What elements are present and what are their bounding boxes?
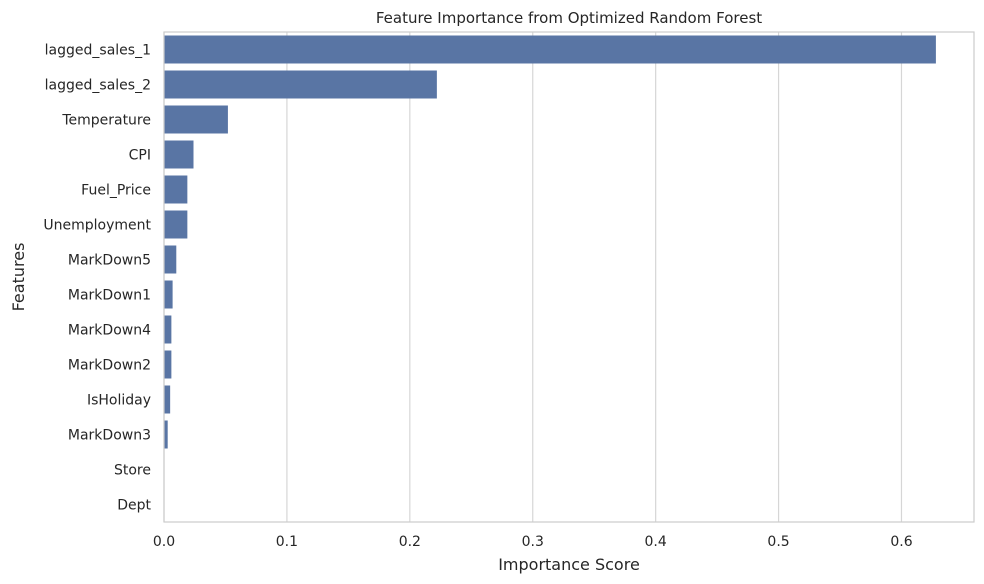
x-tick-label: 0.3: [522, 534, 544, 550]
grid-lines: [163, 32, 903, 522]
x-tick-label: 0.2: [399, 534, 421, 550]
x-tick-label: 0.5: [767, 534, 789, 550]
plot-frame: [163, 31, 975, 523]
y-tick-label: Store: [114, 463, 151, 479]
x-tick-label: 0.0: [153, 534, 175, 550]
y-tick-label: Dept: [117, 498, 151, 514]
y-tick-label: Temperature: [61, 113, 151, 129]
bars: [164, 35, 936, 449]
bar: [164, 385, 171, 414]
y-tick-label: MarkDown2: [68, 358, 151, 374]
y-tick-label: MarkDown5: [68, 253, 151, 269]
y-tick-label: Fuel_Price: [81, 183, 151, 199]
y-tick-labels: lagged_sales_1 lagged_sales_2 Temperature C…: [43, 43, 151, 514]
x-tick-label: 0.4: [645, 534, 667, 550]
y-tick-label: MarkDown1: [68, 288, 151, 304]
y-tick-label: CPI: [129, 148, 151, 164]
bar: [164, 420, 168, 449]
y-tick-label: Unemployment: [43, 218, 151, 234]
y-tick-label: IsHoliday: [87, 393, 151, 409]
y-tick-label: MarkDown4: [68, 323, 151, 339]
y-tick-label: MarkDown3: [68, 428, 151, 444]
bar: [164, 105, 228, 134]
bar: [164, 70, 437, 99]
bar: [164, 245, 177, 274]
x-axis-label: Importance Score: [498, 555, 640, 574]
y-tick-label: lagged_sales_1: [45, 43, 151, 59]
bar: [164, 175, 188, 204]
x-tick-labels: 0.0 0.1 0.2 0.3 0.4 0.5 0.6: [153, 534, 913, 550]
y-axis-label: Features: [9, 243, 28, 312]
x-tick-label: 0.6: [890, 534, 912, 550]
bar: [164, 210, 188, 239]
bar: [164, 350, 172, 379]
bar: [164, 315, 172, 344]
chart-title: Feature Importance from Optimized Random…: [376, 9, 762, 27]
y-tick-label: lagged_sales_2: [45, 78, 151, 94]
bar: [164, 140, 194, 169]
bar: [164, 35, 936, 64]
x-tick-label: 0.1: [276, 534, 298, 550]
bar: [164, 280, 173, 309]
